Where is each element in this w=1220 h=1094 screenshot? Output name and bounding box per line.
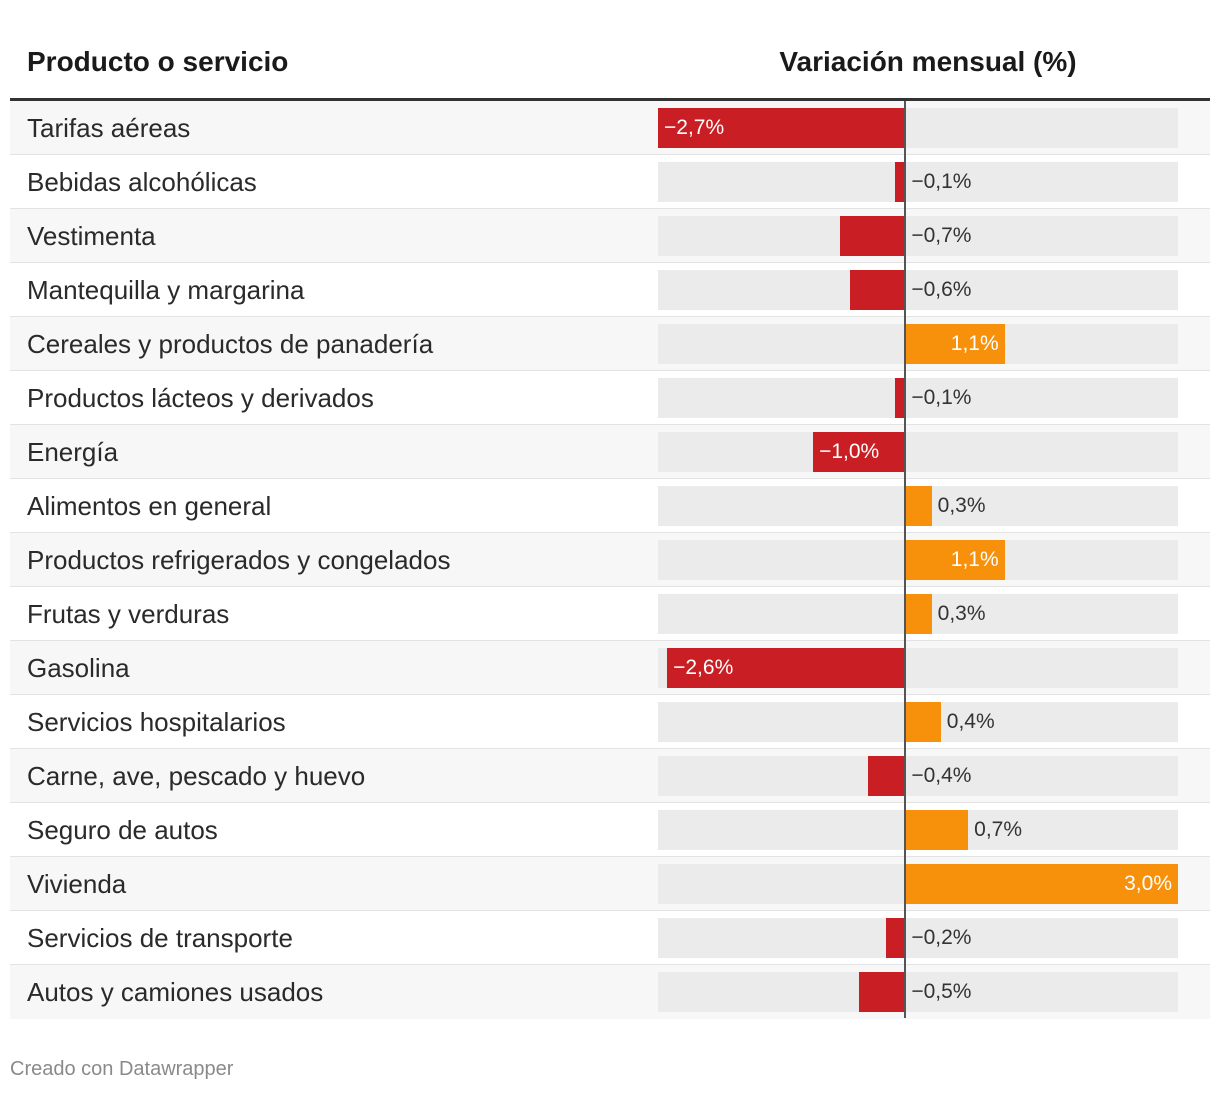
bar-positive — [904, 810, 969, 850]
bar-track: −2,7% — [658, 108, 1178, 148]
bar-negative — [895, 162, 905, 202]
bar-negative — [849, 270, 905, 310]
zero-axis-line — [904, 101, 906, 1018]
value-label: −0,4% — [911, 764, 972, 787]
bar-negative — [858, 972, 905, 1012]
bar-track: 3,0% — [658, 864, 1178, 904]
header-rule — [10, 98, 1210, 101]
value-label: 0,4% — [946, 710, 995, 733]
value-label: 0,3% — [937, 602, 986, 625]
bar-track: 1,1% — [658, 540, 1178, 580]
category-label: Alimentos en general — [27, 491, 272, 521]
table-row: Productos lácteos y derivados −0,1% — [10, 371, 1210, 425]
table-row: Bebidas alcohólicas −0,1% — [10, 155, 1210, 209]
category-label: Energía — [27, 437, 119, 467]
bar-track: −0,4% — [658, 756, 1178, 796]
bar-track: −0,1% — [658, 378, 1178, 418]
table-row: Productos refrigerados y congelados 1,1% — [10, 533, 1210, 587]
table-row: Frutas y verduras 0,3% — [10, 587, 1210, 641]
table-row: Tarifas aéreas −2,7% — [10, 101, 1210, 155]
bar-negative — [840, 216, 905, 256]
bar-track: 0,3% — [658, 594, 1178, 634]
value-label: −0,5% — [911, 980, 972, 1003]
value-label: −0,7% — [911, 224, 972, 247]
bar-track: −0,7% — [658, 216, 1178, 256]
value-label: −0,1% — [911, 386, 972, 409]
bar-track: −1,0% — [658, 432, 1178, 472]
value-label: 1,1% — [950, 332, 999, 355]
bar-positive — [904, 864, 1178, 904]
category-label: Gasolina — [27, 653, 130, 683]
value-label: −0,1% — [911, 170, 972, 193]
table-row: Gasolina −2,6% — [10, 641, 1210, 695]
value-label: −2,6% — [673, 656, 734, 679]
category-label: Carne, ave, pescado y huevo — [27, 761, 366, 791]
category-label: Tarifas aéreas — [27, 113, 191, 143]
table-row: Autos y camiones usados −0,5% — [10, 965, 1210, 1019]
bar-negative — [813, 432, 905, 472]
table-row: Servicios de transporte −0,2% — [10, 911, 1210, 965]
category-label: Vestimenta — [27, 221, 156, 251]
table-row: Servicios hospitalarios 0,4% — [10, 695, 1210, 749]
bar-track: −2,6% — [658, 648, 1178, 688]
category-label: Frutas y verduras — [27, 599, 230, 629]
bar-track: 1,1% — [658, 324, 1178, 364]
value-label: 0,7% — [974, 818, 1023, 841]
table-row: Carne, ave, pescado y huevo −0,4% — [10, 749, 1210, 803]
bar-positive — [904, 594, 932, 634]
table-row: Vestimenta −0,7% — [10, 209, 1210, 263]
bar-track: 0,3% — [658, 486, 1178, 526]
category-label: Productos refrigerados y congelados — [27, 545, 451, 575]
bar-positive — [904, 324, 1005, 364]
category-label: Servicios hospitalarios — [27, 707, 286, 737]
bar-negative — [667, 648, 905, 688]
value-label: −2,7% — [664, 116, 725, 139]
column-header-variation: Variación mensual (%) — [779, 46, 1077, 77]
table-row: Seguro de autos 0,7% — [10, 803, 1210, 857]
category-label: Servicios de transporte — [27, 923, 293, 953]
chart-table-body: Tarifas aéreas −2,7% Bebidas alcohólicas −0… — [10, 101, 1210, 1019]
category-label: Cereales y productos de panadería — [27, 329, 434, 359]
bar-positive — [904, 540, 1005, 580]
bar-track: −0,5% — [658, 972, 1178, 1012]
bar-positive — [904, 486, 932, 526]
bar-negative — [867, 756, 905, 796]
table-header: Producto o servicio Variación mensual (%… — [10, 40, 1210, 100]
value-label: 3,0% — [1124, 872, 1172, 895]
value-label: 1,1% — [950, 548, 999, 571]
bar-negative — [895, 378, 905, 418]
table-row: Energía −1,0% — [10, 425, 1210, 479]
bar-negative — [658, 108, 905, 148]
category-label: Bebidas alcohólicas — [27, 167, 257, 197]
bar-track: 0,4% — [658, 702, 1178, 742]
bar-track: −0,2% — [658, 918, 1178, 958]
value-label: 0,3% — [937, 494, 986, 517]
bar-negative — [886, 918, 905, 958]
value-label: −0,2% — [911, 926, 972, 949]
bar-positive — [904, 702, 941, 742]
table-row: Alimentos en general 0,3% — [10, 479, 1210, 533]
category-label: Autos y camiones usados — [27, 977, 324, 1007]
category-label: Vivienda — [27, 869, 127, 899]
credit-text: Creado con Datawrapper — [10, 1058, 234, 1080]
bar-track: −0,1% — [658, 162, 1178, 202]
category-label: Productos lácteos y derivados — [27, 383, 374, 413]
bar-track: −0,6% — [658, 270, 1178, 310]
column-header-product: Producto o servicio — [27, 46, 289, 77]
value-label: −1,0% — [819, 440, 880, 463]
table-row: Cereales y productos de panadería 1,1% — [10, 317, 1210, 371]
bar-track: 0,7% — [658, 810, 1178, 850]
table-row: Mantequilla y margarina −0,6% — [10, 263, 1210, 317]
category-label: Mantequilla y margarina — [27, 275, 305, 305]
table-row: Vivienda 3,0% — [10, 857, 1210, 911]
category-label: Seguro de autos — [27, 815, 218, 845]
value-label: −0,6% — [911, 278, 972, 301]
